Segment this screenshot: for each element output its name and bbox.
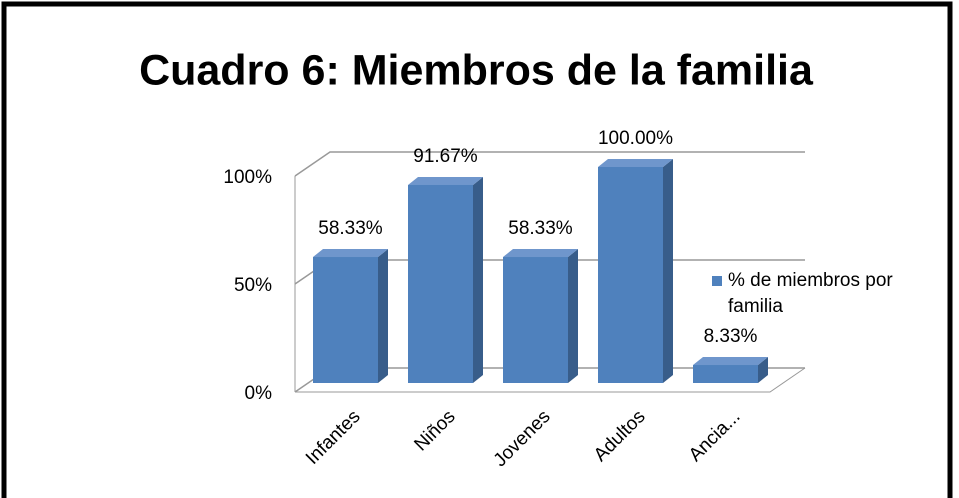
bar-front <box>693 365 758 383</box>
data-label: 8.33% <box>704 326 758 347</box>
bar-side <box>663 159 673 383</box>
bar-front <box>313 257 378 383</box>
bar <box>693 357 768 383</box>
y-tick-label: 50% <box>234 275 272 296</box>
bar-front <box>503 257 568 383</box>
y-tick-label: 100% <box>223 167 272 188</box>
chart-title: Cuadro 6: Miembros de la familia <box>139 46 814 94</box>
x-tick-label: Adultos <box>590 406 650 466</box>
data-label: 58.33% <box>508 218 573 239</box>
x-tick-label: Niños <box>410 406 459 455</box>
bar <box>408 176 483 383</box>
bar-top <box>408 176 483 185</box>
data-label: 100.00% <box>598 128 673 149</box>
bar-front <box>408 184 473 383</box>
y-tick-label: 0% <box>245 383 273 404</box>
bar-side <box>473 176 483 383</box>
x-tick-label: Infantes <box>302 406 365 469</box>
bar <box>503 249 578 383</box>
bar-front <box>598 167 663 383</box>
floor <box>295 367 806 393</box>
bar-top <box>598 159 673 167</box>
bar-top <box>503 249 578 258</box>
bar <box>313 249 388 383</box>
bar-top <box>693 357 768 366</box>
bar-side <box>568 249 578 383</box>
grid-line <box>294 151 805 177</box>
data-label: 91.67% <box>413 146 478 167</box>
bar <box>598 159 673 383</box>
legend-label: % de miembros por familia <box>728 270 893 317</box>
legend-swatch <box>712 276 722 286</box>
x-tick-label: Jovenes <box>490 406 555 471</box>
bar-top <box>313 249 388 258</box>
bar-side <box>758 357 768 383</box>
x-tick-label: Ancia... <box>685 406 745 466</box>
bar-side <box>378 249 388 383</box>
legend: % de miembros por familia <box>712 268 937 320</box>
data-label: 58.33% <box>318 218 383 239</box>
